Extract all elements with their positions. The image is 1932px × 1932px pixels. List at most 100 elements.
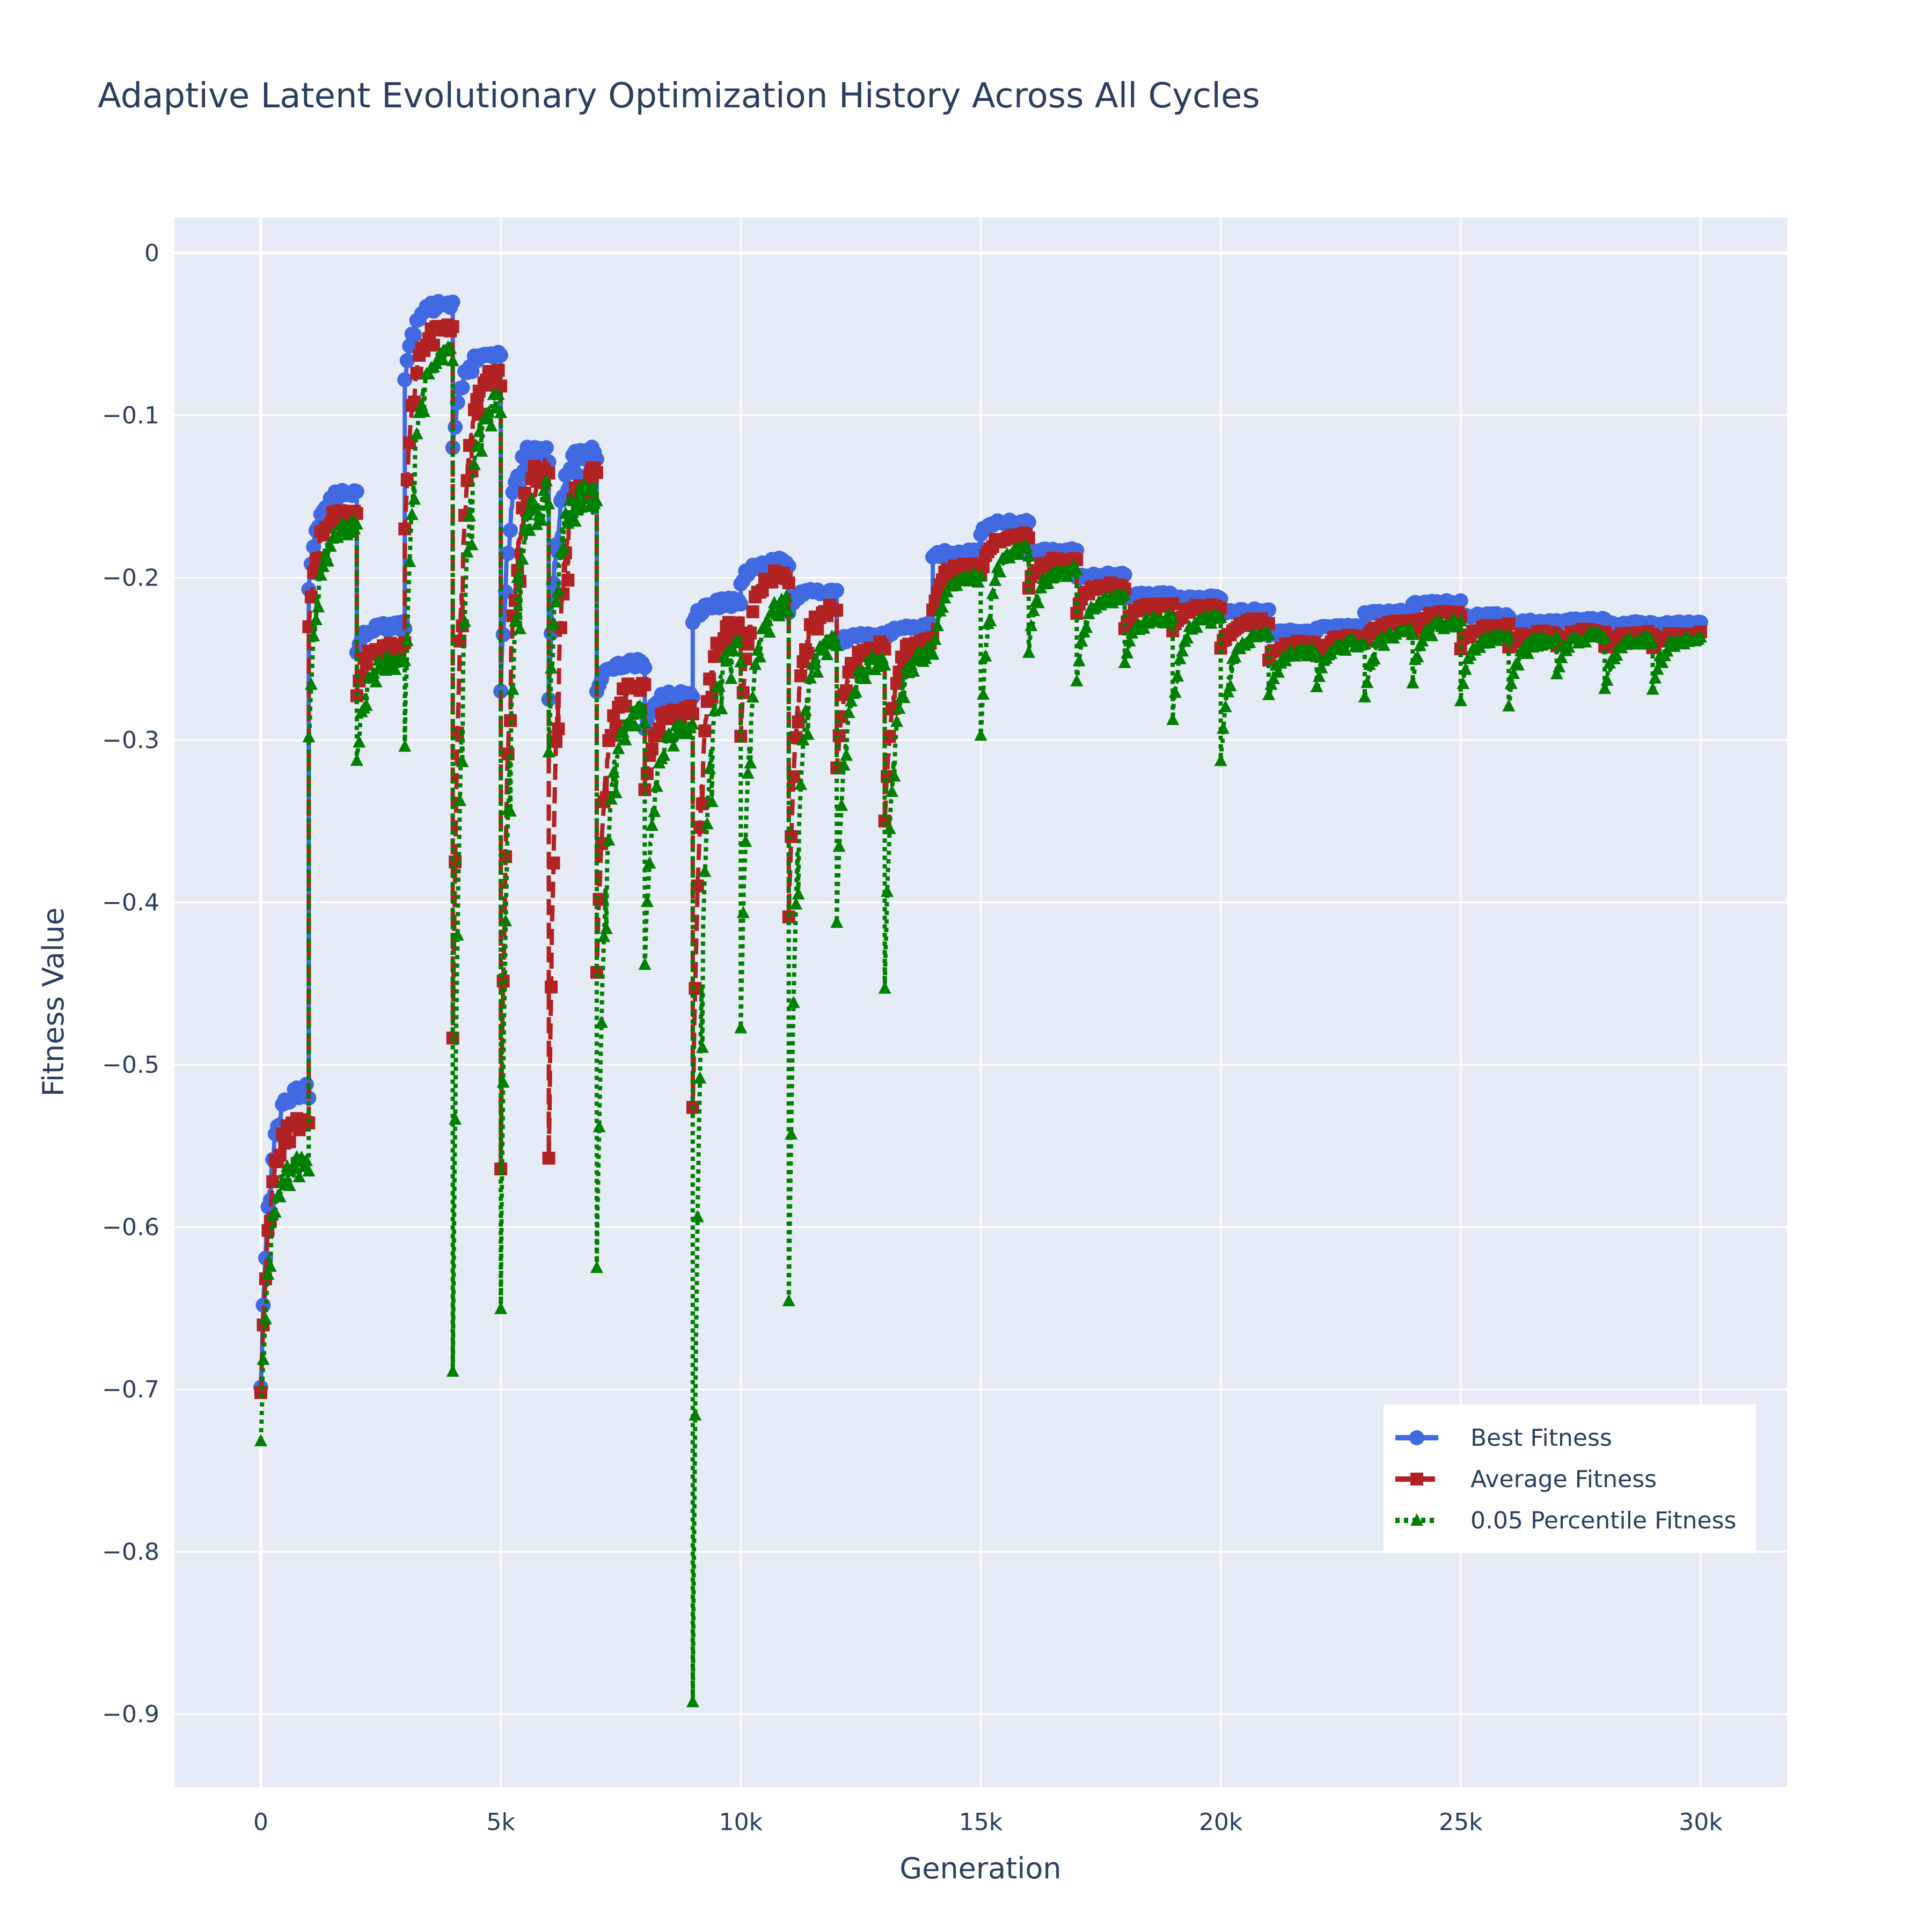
percentile-fitness-point (763, 625, 776, 638)
percentile-fitness-point (938, 591, 952, 604)
percentile-fitness-point (705, 794, 719, 807)
percentile-fitness-point (408, 492, 421, 505)
average-fitness-point (878, 642, 891, 656)
percentile-fitness-point (405, 507, 419, 520)
percentile-fitness-point (989, 573, 1002, 586)
best-fitness-point (733, 596, 749, 612)
percentile-fitness-point (504, 804, 517, 817)
percentile-fitness-point (713, 679, 726, 692)
x-tick-label: 30k (1679, 1809, 1723, 1836)
percentile-fitness-point (888, 769, 901, 782)
series-line (259, 342, 1703, 1704)
best-fitness-point (1021, 514, 1036, 530)
x-tick-label: 10k (719, 1809, 763, 1836)
percentile-fitness-point (456, 755, 469, 767)
y-tick-label: −0.5 (102, 1051, 159, 1079)
percentile-fitness-point (467, 457, 481, 470)
percentile-fitness-point (1550, 630, 1563, 642)
percentile-fitness-point (792, 887, 805, 900)
percentile-fitness-point (1454, 693, 1467, 706)
percentile-fitness-point (741, 766, 755, 779)
percentile-fitness-point (808, 655, 822, 668)
percentile-fitness-point (436, 353, 450, 365)
average-fitness-point (645, 742, 658, 756)
percentile-fitness-point (974, 728, 987, 741)
average-fitness-point (638, 678, 652, 691)
percentile-fitness-point (422, 367, 435, 380)
percentile-fitness-point (883, 822, 896, 835)
percentile-fitness-point (928, 632, 942, 645)
average-fitness-point (542, 1152, 555, 1165)
percentile-fitness-point (1502, 699, 1516, 712)
percentile-fitness-point (1600, 673, 1614, 686)
percentile-fitness-point (1339, 643, 1352, 656)
percentile-fitness-point (1166, 712, 1180, 725)
best-fitness-point (349, 484, 364, 499)
percentile-fitness-point (307, 629, 320, 642)
best-fitness-point (1409, 1430, 1424, 1445)
percentile-fitness-point (257, 1352, 270, 1365)
percentile-fitness-point (1502, 628, 1516, 641)
percentile-fitness-point (1550, 667, 1563, 679)
best-fitness-point (407, 327, 422, 342)
average-fitness-point (744, 626, 757, 640)
percentile-fitness-point (1181, 631, 1194, 644)
percentile-fitness-point (1358, 637, 1371, 650)
percentile-fitness-point (753, 650, 767, 663)
percentile-fitness-point (1267, 671, 1280, 684)
percentile-fitness-point (734, 1021, 748, 1034)
percentile-fitness-point (746, 690, 759, 702)
best-fitness-point (455, 380, 470, 396)
percentile-fitness-point (693, 1071, 707, 1084)
percentile-fitness-point (1027, 604, 1040, 617)
best-fitness-point (500, 546, 516, 561)
percentile-fitness-point (780, 589, 793, 602)
percentile-fitness-point (283, 1179, 296, 1191)
average-fitness-point (590, 466, 603, 479)
percentile-fitness-point (542, 745, 555, 758)
percentile-fitness-point (312, 600, 325, 613)
percentile-fitness-point (1360, 676, 1374, 689)
percentile-fitness-point (803, 671, 817, 684)
percentile-fitness-point (547, 616, 560, 629)
percentile-fitness-point (444, 341, 457, 354)
average-fitness-point (547, 857, 560, 870)
best-fitness-point (495, 627, 511, 642)
percentile-fitness-point (984, 614, 997, 627)
percentile-fitness-point (1173, 652, 1187, 664)
percentile-fitness-point (881, 884, 894, 897)
percentile-fitness-point (667, 739, 680, 752)
percentile-fitness-point (492, 387, 505, 400)
percentile-fitness-point (302, 1164, 316, 1177)
percentile-fitness-point (350, 517, 363, 530)
percentile-fitness-point (472, 425, 486, 437)
percentile-fitness-point (648, 804, 661, 817)
legend-label: Average Fitness (1470, 1466, 1657, 1493)
percentile-fitness-point (650, 779, 663, 792)
average-fitness-point (811, 623, 824, 636)
best-fitness-point (510, 469, 525, 484)
percentile-fitness-point (545, 661, 558, 674)
percentile-fitness-point (599, 921, 613, 934)
percentile-fitness-point (974, 568, 987, 581)
average-fitness-point (746, 605, 759, 618)
percentile-fitness-point (787, 996, 800, 1008)
average-fitness-point (283, 1135, 296, 1148)
percentile-fitness-point (890, 714, 903, 727)
average-fitness-point (731, 616, 745, 630)
percentile-fitness-point (1221, 685, 1235, 698)
percentile-fitness-point (739, 835, 752, 847)
percentile-fitness-point (1262, 627, 1276, 640)
percentile-fitness-point (617, 725, 630, 738)
percentile-fitness-point (840, 748, 853, 761)
percentile-fitness-point (1610, 648, 1623, 661)
percentile-fitness-point (353, 735, 366, 748)
percentile-fitness-point (449, 1112, 462, 1125)
average-fitness-point (1502, 617, 1516, 631)
percentile-fitness-point (1070, 563, 1084, 576)
percentile-fitness-point (1228, 650, 1242, 663)
percentile-fitness-point (1121, 646, 1134, 658)
percentile-fitness-point (264, 1259, 277, 1272)
best-fitness-point (445, 294, 460, 310)
percentile-fitness-point (801, 727, 815, 740)
